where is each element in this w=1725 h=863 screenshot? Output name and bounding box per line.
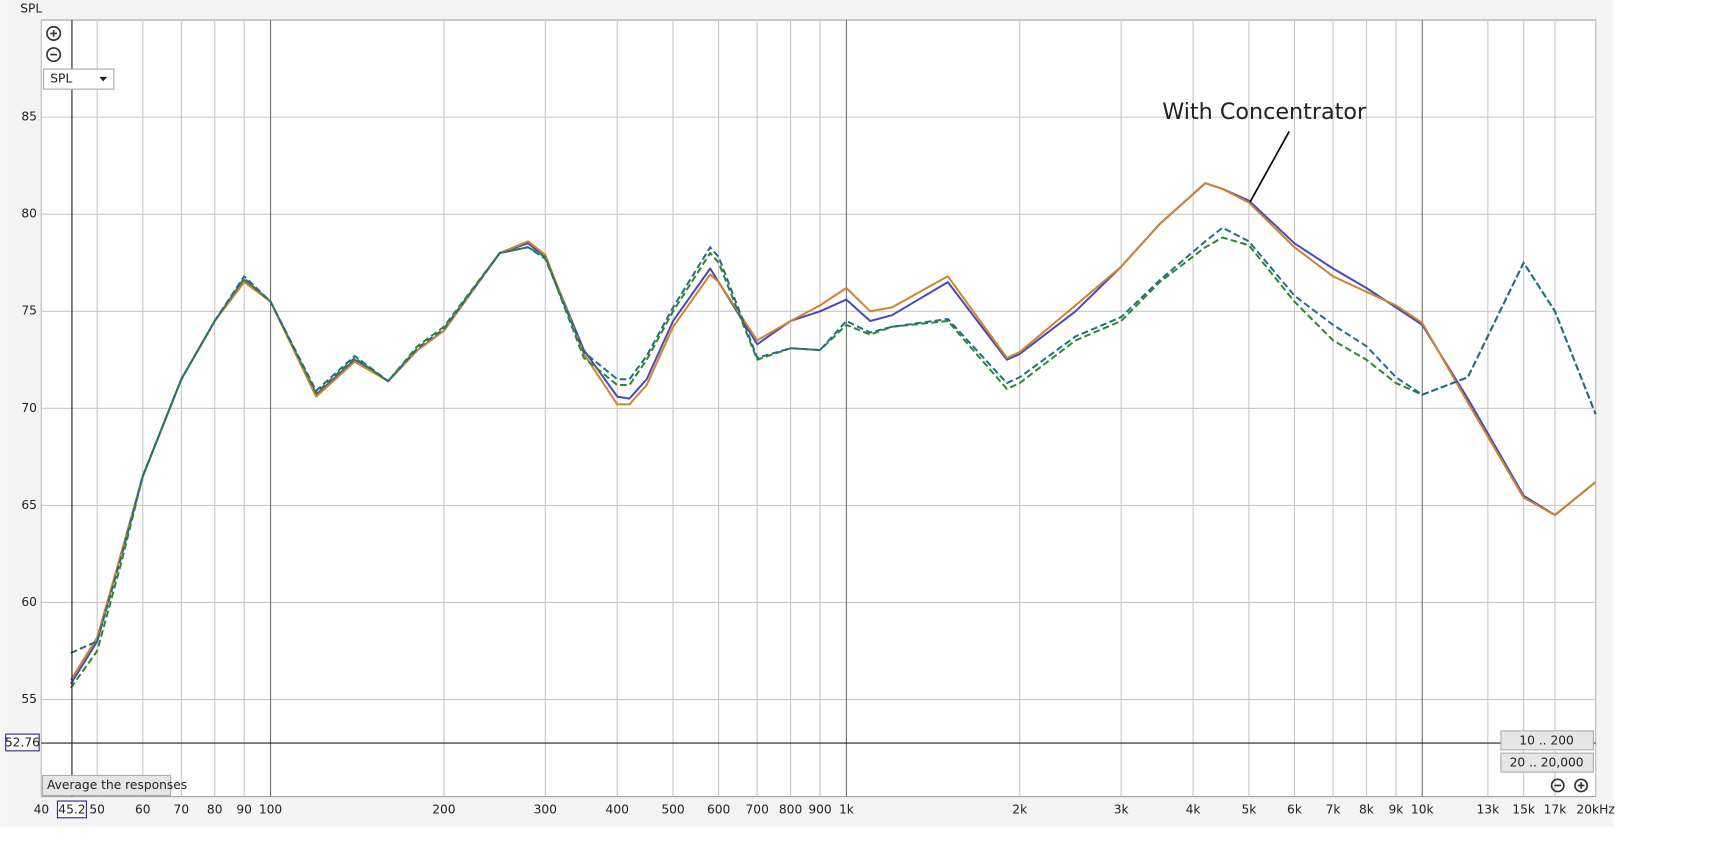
x-tick-label: 900: [808, 802, 831, 816]
series-lines: [69, 182, 1597, 689]
zoom-out-button[interactable]: [46, 47, 62, 63]
overlay: 55 60 65 70 75 80 85 40 50 60 70 80 90 100 200 300 400 50…: [5, 20, 1615, 819]
x-tick-label: 70: [174, 802, 190, 816]
button-label: 10 .. 200: [1519, 733, 1574, 747]
x-tick-label: 2k: [1012, 802, 1028, 816]
x-tick-label: 6k: [1287, 802, 1303, 816]
x-tick-label: 50: [89, 802, 105, 816]
range-button[interactable]: 10 .. 200: [1500, 730, 1594, 751]
x-tick-label: 80: [207, 802, 223, 816]
x-tick-label: 20kHz: [1576, 802, 1614, 816]
button-label: Average the responses: [47, 778, 187, 792]
x-tick-label: 10k: [1411, 802, 1435, 816]
series-line: [70, 226, 1597, 654]
x-tick-label: 700: [745, 802, 768, 816]
button-label: 20 .. 20,000: [1510, 756, 1584, 770]
average-button[interactable]: Average the responses: [41, 774, 187, 797]
series-line: [69, 182, 1597, 681]
x-tick-label: 500: [661, 802, 684, 816]
y-tick-label: 60: [21, 595, 37, 609]
x-tick-label: 5k: [1241, 802, 1257, 816]
x-tick-label: 100: [259, 802, 282, 816]
x-tick-label: 17k: [1544, 802, 1568, 816]
x-tick-label: 13k: [1477, 802, 1501, 816]
y-tick-label: 85: [21, 110, 37, 124]
x-tick-label: 300: [534, 802, 557, 816]
x-tick-label: 90: [236, 802, 252, 816]
x-tick-label: 1k: [839, 802, 855, 816]
series-line: [69, 236, 1597, 689]
x-tick-label: 8k: [1359, 802, 1375, 816]
zoom-in-button[interactable]: [1574, 778, 1589, 793]
dropdown-label: SPL: [50, 72, 72, 86]
x-tick-label: 60: [135, 802, 151, 816]
x-tick-label: 7k: [1326, 802, 1342, 816]
grid: [40, 20, 1597, 797]
cursor-label-box: [5, 733, 40, 752]
range-button[interactable]: 20 .. 20,000: [1500, 752, 1594, 773]
x-tick-label: 40: [34, 802, 50, 816]
y-tick-label: 80: [21, 207, 37, 221]
x-tick-label: 200: [432, 802, 455, 816]
x-tick-label: 400: [606, 802, 629, 816]
x-tick-label: 9k: [1388, 802, 1404, 816]
annotation: With Concentrator: [1162, 99, 1367, 125]
x-tick-label: 4k: [1186, 802, 1202, 816]
x-tick-label: 15k: [1512, 802, 1536, 816]
y-tick-label: 75: [21, 304, 37, 318]
x-tick-label: 600: [707, 802, 730, 816]
cursor-label-box: [56, 800, 87, 819]
cursor-y-label: 52.76: [5, 736, 40, 750]
cursor-x-label: 45.2: [58, 802, 85, 816]
x-tick-label: 800: [779, 802, 802, 816]
y-tick-label: 55: [21, 692, 37, 706]
y-tick-label: 70: [21, 401, 37, 415]
annotation-line: [1249, 131, 1290, 203]
x-tick-label: 3k: [1114, 802, 1130, 816]
y-tick-label: 65: [21, 498, 37, 512]
spl-dropdown[interactable]: SPL: [43, 68, 115, 90]
zoom-out-button[interactable]: [1550, 778, 1565, 793]
zoom-in-button[interactable]: [46, 25, 62, 41]
y-axis-label: SPL: [20, 1, 42, 15]
